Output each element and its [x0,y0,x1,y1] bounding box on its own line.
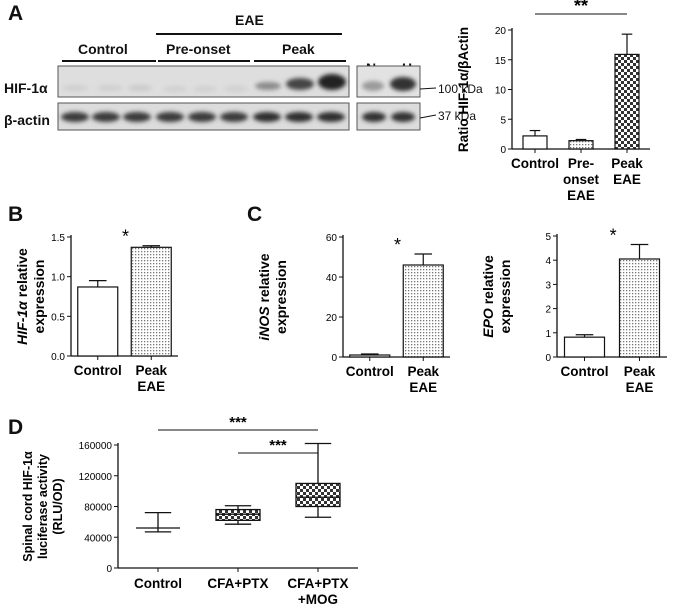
x-tick-label: onset [563,172,600,187]
y-tick-label: 0 [106,564,112,575]
y-tick-label: 0 [500,145,506,156]
x-tick-label: Control [561,364,609,379]
bar [77,286,119,357]
y-axis-label: Ratio HIF-1α/βActin [456,27,471,152]
significance-mark: ** [574,0,588,16]
y-tick-label: 0 [545,353,551,364]
box [295,482,341,508]
y-tick-label: 10 [495,86,507,97]
y-axis-label-line: luciferase activity [36,454,50,559]
y-axis-label-line: Spinal cord HIF-1α [21,451,35,562]
y-tick-label: 5 [500,115,506,126]
significance-mark: * [610,225,617,245]
group-label-control: Control [78,41,128,57]
y-axis-label-line2: expression [497,260,513,334]
box [215,508,261,521]
x-tick-label: Peak [624,364,656,379]
bar [349,354,391,358]
kda-label-37: 37 kDa [438,109,477,123]
significance-mark: * [394,235,401,255]
bar [563,336,606,358]
y-axis-label-line2: expression [273,260,289,334]
x-tick-label: EAE [613,172,641,187]
y-tick-label: 1.0 [51,273,65,284]
y-axis-label: iNOS relative [258,253,272,340]
y-tick-label: 160000 [79,441,113,452]
x-tick-label: EAE [409,380,437,395]
panel-letter-b: B [8,203,24,226]
y-tick-label: 15 [495,56,507,67]
bar [130,246,172,357]
chart-d: 0 40000 80000 120000 160000 Control CFA+PTX CFA… [21,414,358,607]
row-label-actin: β-actin [4,112,50,128]
y-tick-label: 80000 [84,503,112,514]
x-tick-label: Control [134,576,182,591]
eae-bracket-line [156,33,342,35]
y-tick-label: 60 [326,233,338,244]
y-tick-label: 20 [495,26,507,37]
panel-letter-c: C [247,203,263,226]
y-tick-label: 2 [545,305,551,316]
y-tick-label: 20 [326,313,338,324]
peak-group-line [254,60,346,62]
y-tick-label: 0 [331,353,337,364]
kda-label-100: 100 kDa [438,82,483,96]
y-tick-label: 120000 [79,472,113,483]
significance-mark: * [122,227,129,247]
y-tick-label: 40000 [84,533,112,544]
bar [614,53,640,150]
significance-mark: *** [229,414,247,431]
bar [568,140,594,150]
y-tick-label: 1 [545,329,551,340]
x-tick-label: Control [346,364,394,379]
row-label-hif: HIF-1α [4,80,48,96]
y-tick-label: 1.5 [51,233,65,244]
control-group-line [62,60,156,62]
x-tick-label: Peak [407,364,439,379]
x-tick-label: CFA+PTX [287,576,348,591]
y-tick-label: 5 [545,232,551,243]
x-tick-label: EAE [137,379,165,394]
x-tick-label: CFA+PTX [207,576,268,591]
y-tick-label: 4 [545,256,551,267]
x-tick-label: Control [74,363,122,378]
y-axis-label-line: (RLU/OD) [51,478,65,534]
x-tick-label: +MOG [298,592,338,607]
x-tick-label: Peak [135,363,167,378]
x-tick-label: Control [511,156,559,171]
x-tick-label: EAE [567,188,595,203]
x-tick-label: Peak [611,156,643,171]
x-tick-label: Pre- [568,156,594,171]
y-axis-label-line2: expression [31,260,47,334]
y-tick-label: 40 [326,273,338,284]
y-axis-label: EPO relative [482,255,496,338]
panel-letter-d: D [8,416,24,439]
bar [618,258,661,358]
significance-mark: *** [269,437,287,454]
y-tick-label: 0.0 [51,352,65,363]
bar [402,264,444,358]
western-blot-image [57,65,437,131]
panel-letter-a: A [8,2,24,25]
y-axis-label: HIF-1α relative [14,248,30,345]
x-tick-label: EAE [626,380,654,395]
y-tick-label: 0.5 [51,312,65,323]
preonset-group-line [158,60,250,62]
eae-label: EAE [235,12,264,28]
group-label-peak: Peak [282,41,315,57]
bar [522,135,548,150]
y-tick-label: 3 [545,280,551,291]
group-label-preonset: Pre-onset [166,41,231,57]
